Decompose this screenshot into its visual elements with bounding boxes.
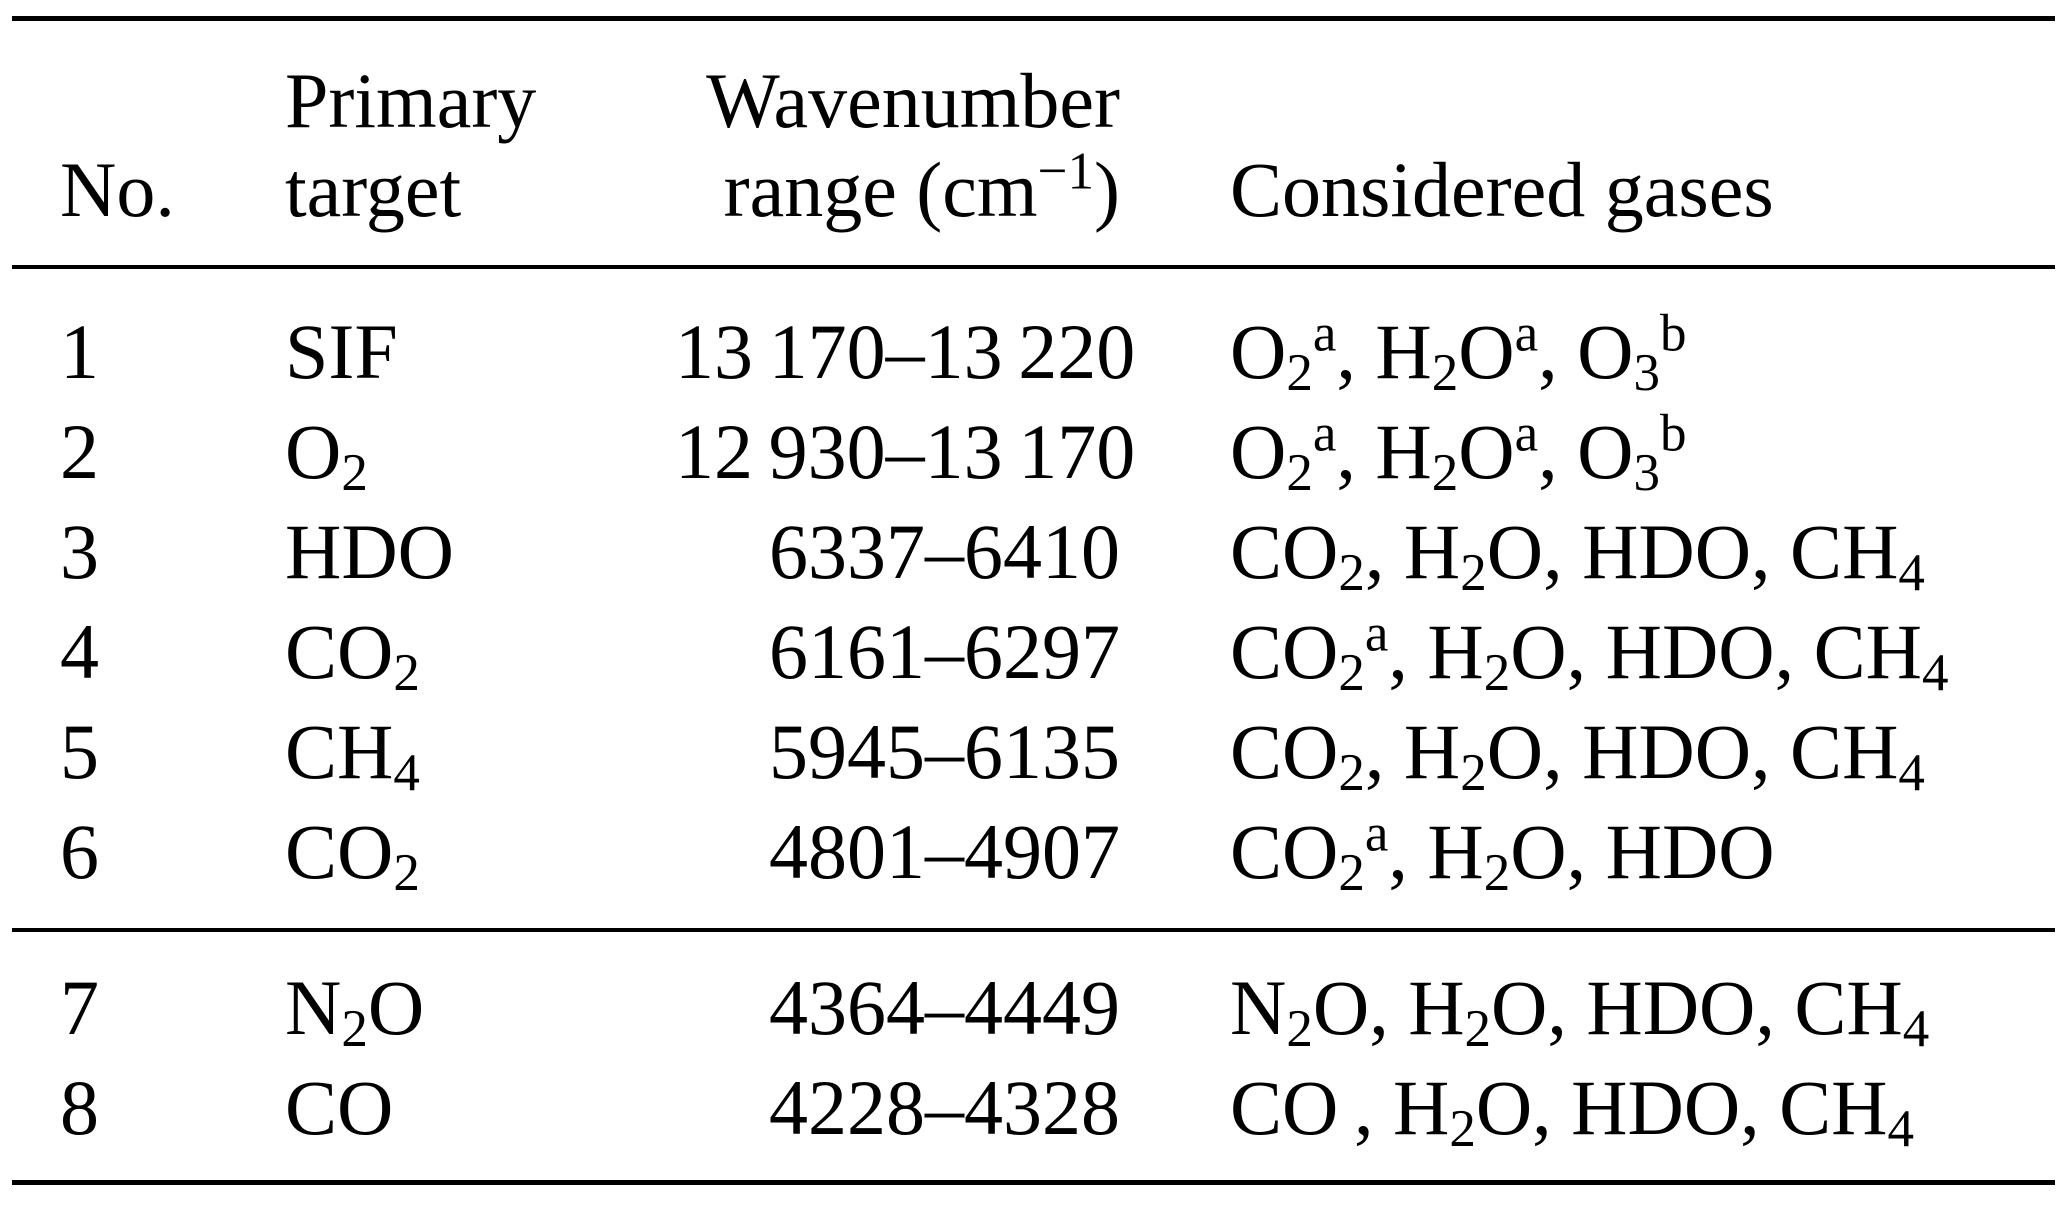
col-header-wavenumber-range: Wavenumber range (cm−1) (675, 56, 1120, 234)
cell-wavenumber-range: 4364–4449 (769, 964, 1120, 1051)
table-rule-top (12, 16, 2055, 21)
col-header-considered-gases: Considered gases (1120, 145, 2047, 234)
table-body-group-1: 1 SIF 13 170–13 220 O2a, H2Oa, O3b 2 O2 … (0, 269, 2067, 902)
table-rule-mid (12, 928, 2055, 932)
cell-considered-gases: CO2a, H2O, HDO (1230, 804, 1775, 903)
table-rule-bottom (12, 1180, 2055, 1185)
cell-wavenumber-range: 6161–6297 (769, 608, 1120, 695)
cell-no: 2 (60, 408, 99, 495)
table-row: 2 O2 12 930–13 170 O2a, H2Oa, O3b (0, 402, 2067, 502)
cell-considered-gases: N2O, H2O, HDO, CH4 (1230, 964, 1930, 1059)
cell-primary-target: CH4 (285, 708, 420, 803)
cell-primary-target: CO (285, 1064, 394, 1151)
col-header-primary-target: Primary target (285, 56, 675, 234)
cell-primary-target: CO2 (285, 608, 420, 703)
cell-considered-gases: CO2, H2O, HDO, CH4 (1230, 708, 1925, 803)
cell-no: 3 (60, 508, 99, 595)
cell-no: 6 (60, 808, 99, 895)
cell-no: 5 (60, 708, 99, 795)
table-row: 6 CO2 4801–4907 CO2a, H2O, HDO (0, 802, 2067, 902)
cell-wavenumber-range: 5945–6135 (769, 708, 1120, 795)
cell-no: 7 (60, 964, 99, 1051)
cell-primary-target: N2O (285, 964, 425, 1059)
table-row: 4 CO2 6161–6297 CO2a, H2O, HDO, CH4 (0, 602, 2067, 702)
table-row: 7 N2O 4364–4449 N2O, H2O, HDO, CH4 (0, 958, 2067, 1058)
cell-no: 1 (60, 308, 99, 395)
col-header-wavenumber-range-line2: range (cm−1) (723, 142, 1120, 233)
cell-primary-target: SIF (285, 308, 398, 395)
cell-considered-gases: CO2a, H2O, HDO, CH4 (1230, 604, 1949, 703)
table-body-group-2: 7 N2O 4364–4449 N2O, H2O, HDO, CH4 8 CO … (0, 932, 2067, 1158)
cell-wavenumber-range: 6337–6410 (769, 508, 1120, 595)
col-header-primary-target-line2: target (285, 146, 462, 233)
col-header-wavenumber-range-line1: Wavenumber (706, 57, 1120, 144)
table-row: 3 HDO 6337–6410 CO2, H2O, HDO, CH4 (0, 502, 2067, 602)
col-header-considered-gases-label: Considered gases (1230, 146, 1774, 233)
paper-table: No. Primary target Wavenumber range (cm−… (0, 16, 2067, 1205)
cell-considered-gases: CO , H2O, HDO, CH4 (1230, 1064, 1915, 1159)
cell-considered-gases: O2a, H2Oa, O3b (1230, 404, 1687, 503)
cell-primary-target: CO2 (285, 808, 420, 903)
cell-no: 4 (60, 608, 99, 695)
cell-primary-target: O2 (285, 408, 368, 503)
table-row: 1 SIF 13 170–13 220 O2a, H2Oa, O3b (0, 302, 2067, 402)
col-header-primary-target-line1: Primary (285, 57, 537, 144)
cell-considered-gases: CO2, H2O, HDO, CH4 (1230, 508, 1925, 603)
table-row: 5 CH4 5945–6135 CO2, H2O, HDO, CH4 (0, 702, 2067, 802)
table-header: No. Primary target Wavenumber range (cm−… (0, 21, 2067, 265)
col-header-no: No. (60, 145, 285, 234)
col-header-no-label: No. (60, 146, 175, 233)
table-row: 8 CO 4228–4328 CO , H2O, HDO, CH4 (0, 1058, 2067, 1158)
cell-wavenumber-range: 13 170–13 220 (675, 308, 1136, 395)
table-rule-header (12, 265, 2055, 269)
cell-primary-target: HDO (285, 508, 454, 595)
cell-no: 8 (60, 1064, 99, 1151)
cell-wavenumber-range: 12 930–13 170 (675, 408, 1136, 495)
cell-wavenumber-range: 4801–4907 (769, 808, 1120, 895)
cell-wavenumber-range: 4228–4328 (769, 1064, 1120, 1151)
cell-considered-gases: O2a, H2Oa, O3b (1230, 304, 1687, 403)
